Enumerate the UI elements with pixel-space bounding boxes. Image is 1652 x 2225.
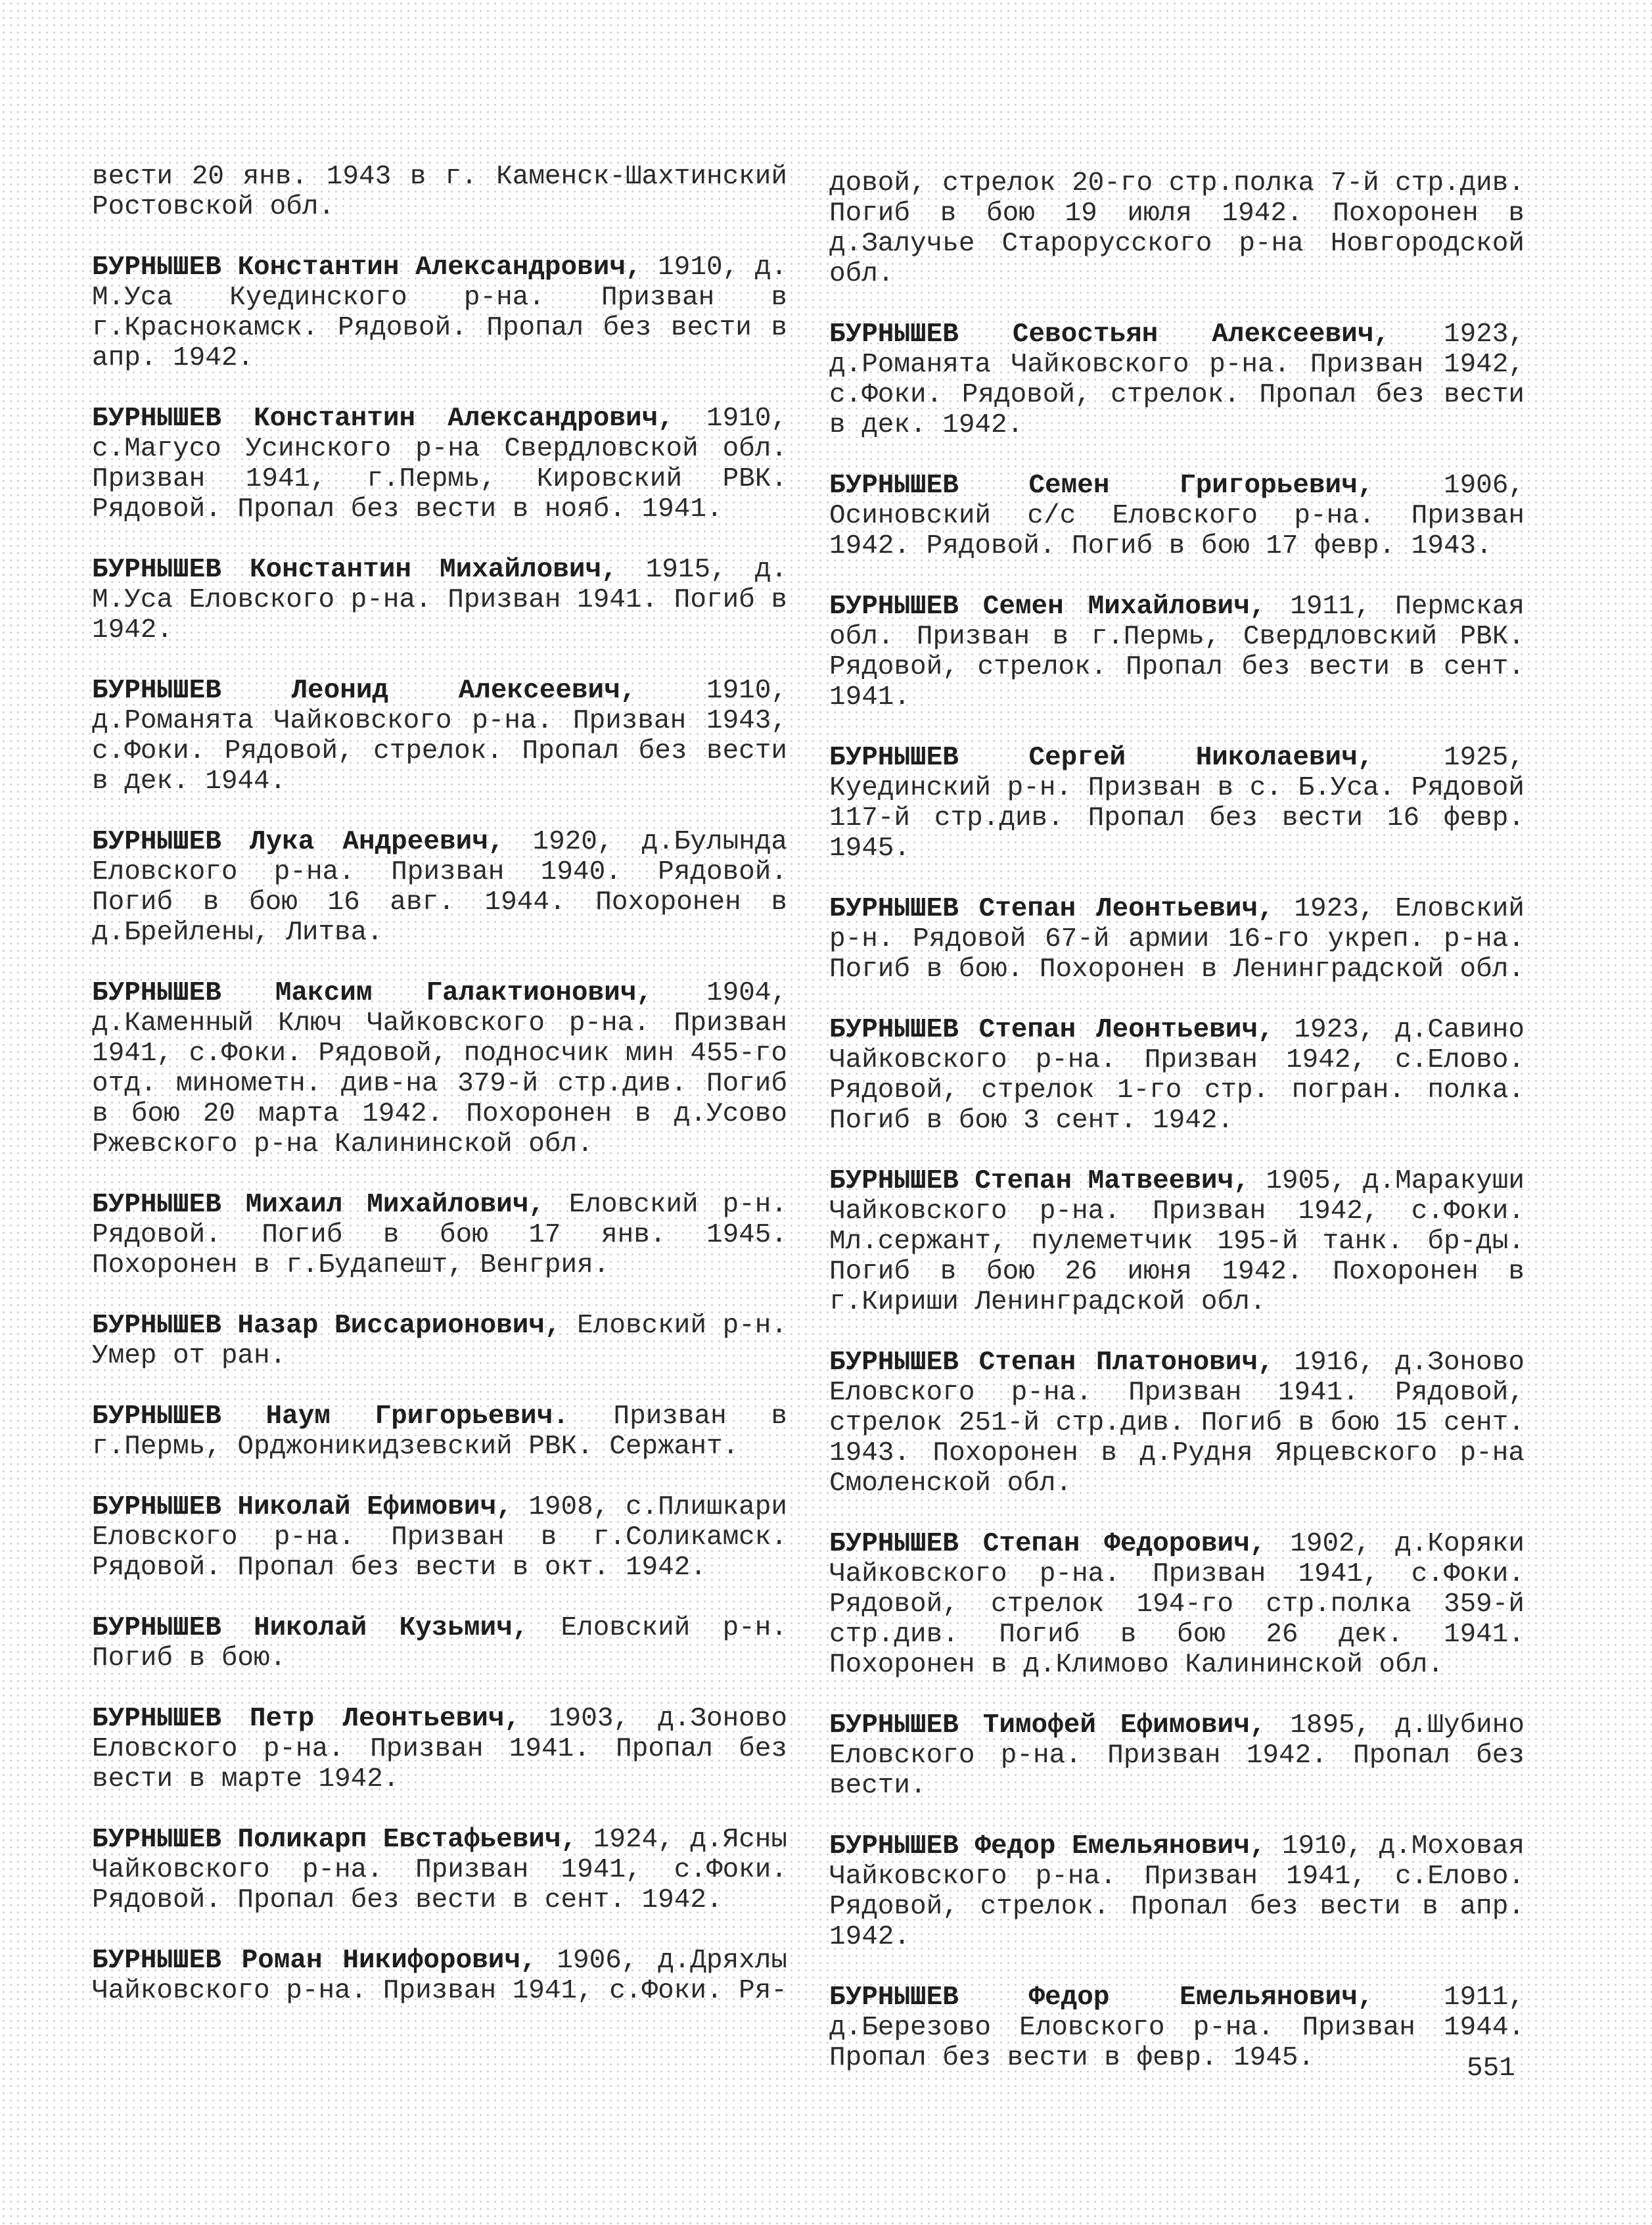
entry: БУРНЫШЕВ Сергей Николаевич, 1925, Куедин… <box>829 743 1525 864</box>
entry-text: вести 20 янв. 1943 в г. Каменск-Шахтинск… <box>92 162 787 222</box>
entry-name: БУРНЫШЕВ Семен Михайлович, <box>829 592 1266 622</box>
entry-text: 1895, д.Шубино Еловского р-на. Призван 1… <box>829 1710 1525 1801</box>
entry: довой, стрелок 20-го стр.полка 7-й стр.д… <box>829 168 1525 289</box>
entry-name: БУРНЫШЕВ Федор Емельянович, <box>829 1831 1266 1862</box>
entry-name: БУРНЫШЕВ Тимофей Ефимович, <box>829 1710 1266 1741</box>
entry: БУРНЫШЕВ Константин Александрович, 1910,… <box>92 404 787 525</box>
entry: БУРНЫШЕВ Федор Емельянович, 1910, д.Мохо… <box>829 1831 1525 1952</box>
entry-text: 1920, д.Булында Еловского р-на. Призван … <box>92 827 787 948</box>
entry: БУРНЫШЕВ Севостьян Алексеевич, 1923, д.Р… <box>829 319 1525 440</box>
entry: БУРНЫШЕВ Назар Виссарионович, Еловский р… <box>92 1311 787 1371</box>
entry-text: 1902, д.Коряки Чайковского р-на. Призван… <box>829 1529 1525 1680</box>
left-column: вести 20 янв. 1943 в г. Каменск-Шахтинск… <box>92 162 787 2036</box>
entry-text: довой, стрелок 20-го стр.полка 7-й стр.д… <box>829 168 1525 289</box>
entry: БУРНЫШЕВ Роман Никифорович, 1906, д.Дрях… <box>92 1946 787 2006</box>
entry-text: Еловский р-н. Умер от ран. <box>92 1311 787 1371</box>
entry-name: БУРНЫШЕВ Степан Матвеевич, <box>829 1166 1250 1196</box>
entry-name: БУРНЫШЕВ Сергей Николаевич, <box>829 743 1374 773</box>
entry-text: 1911, Пермская обл. Призван в г.Пермь, С… <box>829 592 1525 713</box>
entry-text: 1908, с.Плишкари Еловского р-на. Призван… <box>92 1492 787 1583</box>
entry: БУРНЫШЕВ Степан Платонович, 1916, д.Зоно… <box>829 1347 1525 1499</box>
entry-name: БУРНЫШЕВ Константин Александрович, <box>92 404 674 434</box>
entry: БУРНЫШЕВ Семен Михайлович, 1911, Пермска… <box>829 592 1525 713</box>
entry-name: БУРНЫШЕВ Лука Андреевич, <box>92 827 505 857</box>
right-column: довой, стрелок 20-го стр.полка 7-й стр.д… <box>829 168 1525 2103</box>
entry: БУРНЫШЕВ Максим Галактионович, 1904, д.К… <box>92 978 787 1159</box>
entry-text: 1906, д.Дряхлы Чайковского р-на. Призван… <box>92 1946 787 2006</box>
entry: БУРНЫШЕВ Михаил Михайлович, Еловский р-н… <box>92 1190 787 1280</box>
entry: БУРНЫШЕВ Наум Григорьевич. Призван в г.П… <box>92 1401 787 1462</box>
entry-name: БУРНЫШЕВ Максим Галактионович, <box>92 978 653 1008</box>
entry: БУРНЫШЕВ Петр Леонтьевич, 1903, д.Зоново… <box>92 1704 787 1794</box>
entry-name: БУРНЫШЕВ Наум Григорьевич. <box>92 1401 569 1432</box>
entry: БУРНЫШЕВ Константин Александрович, 1910,… <box>92 252 787 373</box>
entry-text: 1923, д.Савино Чайковского р-на. Призван… <box>829 1015 1525 1136</box>
entry-name: БУРНЫШЕВ Роман Никифорович, <box>92 1946 537 1976</box>
entry-text: 1910, с.Магусо Усинского р-на Свердловск… <box>92 404 787 525</box>
entry: БУРНЫШЕВ Константин Михайлович, 1915, д.… <box>92 555 787 645</box>
entry-name: БУРНЫШЕВ Назар Виссарионович, <box>92 1311 561 1341</box>
entry-text: 1925, Куединский р-н. Призван в с. Б.Уса… <box>829 743 1525 864</box>
entry-text: 1910, д. М.Уса Куединского р-на. Призван… <box>92 252 787 373</box>
entry-text: 1924, д.Ясны Чайковского р-на. Призван 1… <box>92 1825 788 1915</box>
entry-name: БУРНЫШЕВ Николай Ефимович, <box>92 1492 513 1522</box>
entry-name: БУРНЫШЕВ Степан Федорович, <box>829 1529 1266 1559</box>
entry: вести 20 янв. 1943 в г. Каменск-Шахтинск… <box>92 162 787 222</box>
entry-text: 1903, д.Зоново Еловского р-на. Призван 1… <box>92 1704 787 1794</box>
entry-name: БУРНЫШЕВ Михаил Михайлович, <box>92 1190 545 1220</box>
entry-name: БУРНЫШЕВ Поликарп Евстафьевич, <box>92 1825 578 1855</box>
entry-text: 1904, д.Каменный Ключ Чайковского р-на. … <box>92 978 788 1159</box>
entry-text: Призван в г.Пермь, Орджоникидзевский РВК… <box>92 1401 787 1462</box>
entry-name: БУРНЫШЕВ Петр Леонтьевич, <box>92 1704 521 1734</box>
entry-text: 1911, д.Березово Еловского р-на. Призван… <box>829 1982 1525 2073</box>
entry-name: БУРНЫШЕВ Севостьян Алексеевич, <box>829 319 1390 350</box>
entry-text: 1923, Еловский р-н. Рядовой 67-й армии 1… <box>829 894 1525 985</box>
entry-text: Еловский р-н. Погиб в бою. <box>92 1613 787 1674</box>
entry: БУРНЫШЕВ Николай Ефимович, 1908, с.Плишк… <box>92 1492 787 1583</box>
entry-text: 1906, Осиновский с/с Еловского р-на. При… <box>829 471 1525 561</box>
entry-name: БУРНЫШЕВ Степан Платонович, <box>829 1347 1274 1378</box>
entry-name: БУРНЫШЕВ Николай Кузьмич, <box>92 1613 529 1643</box>
entry: БУРНЫШЕВ Степан Леонтьевич, 1923, Еловск… <box>829 894 1525 985</box>
entry-name: БУРНЫШЕВ Семен Григорьевич, <box>829 471 1374 501</box>
entry-name: БУРНЫШЕВ Константин Александрович, <box>92 252 642 283</box>
entry: БУРНЫШЕВ Лука Андреевич, 1920, д.Булында… <box>92 827 787 948</box>
entry: БУРНЫШЕВ Степан Федорович, 1902, д.Коряк… <box>829 1529 1525 1680</box>
entry: БУРНЫШЕВ Тимофей Ефимович, 1895, д.Шубин… <box>829 1710 1525 1801</box>
entry: БУРНЫШЕВ Степан Леонтьевич, 1923, д.Сави… <box>829 1015 1525 1136</box>
entry-text: 1915, д. М.Уса Еловского р-на. Призван 1… <box>92 555 787 645</box>
entry-name: БУРНЫШЕВ Степан Леонтьевич, <box>829 1015 1274 1045</box>
entry: БУРНЫШЕВ Федор Емельянович, 1911, д.Бере… <box>829 1982 1525 2073</box>
entry-text: 1916, д.Зоново Еловского р-на. Призван 1… <box>829 1347 1525 1499</box>
entry-text: 1923, д.Романята Чайковского р-на. Призв… <box>829 319 1525 440</box>
entry-text: Еловский р-н. Рядовой. Погиб в бою 17 ян… <box>92 1190 787 1280</box>
entry-text: 1910, д.Романята Чайковского р-на. Призв… <box>92 676 788 797</box>
entry-text: 1910, д.Моховая Чайковского р-на. Призва… <box>829 1831 1525 1952</box>
entry: БУРНЫШЕВ Поликарп Евстафьевич, 1924, д.Я… <box>92 1825 787 1915</box>
entry: БУРНЫШЕВ Семен Григорьевич, 1906, Осинов… <box>829 471 1525 561</box>
entry-name: БУРНЫШЕВ Федор Емельянович, <box>829 1982 1374 2013</box>
entry: БУРНЫШЕВ Николай Кузьмич, Еловский р-н. … <box>92 1613 787 1674</box>
entry: БУРНЫШЕВ Степан Матвеевич, 1905, д.Марак… <box>829 1166 1525 1317</box>
entry-text: 1905, д.Маракуши Чайковского р-на. Призв… <box>829 1166 1525 1317</box>
page-number: 551 <box>1467 2053 1515 2084</box>
entry: БУРНЫШЕВ Леонид Алексеевич, 1910, д.Рома… <box>92 676 787 797</box>
entry-name: БУРНЫШЕВ Константин Михайлович, <box>92 555 618 585</box>
entry-name: БУРНЫШЕВ Степан Леонтьевич, <box>829 894 1274 924</box>
entry-name: БУРНЫШЕВ Леонид Алексеевич, <box>92 676 637 706</box>
